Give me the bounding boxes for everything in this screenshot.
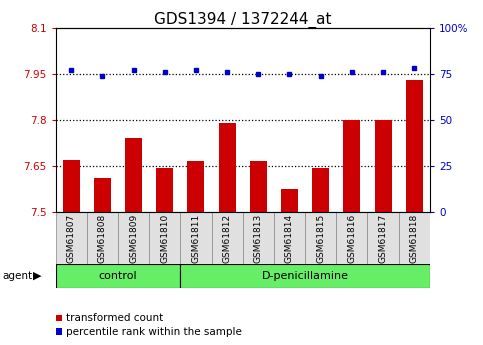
FancyBboxPatch shape bbox=[180, 212, 212, 264]
FancyBboxPatch shape bbox=[149, 212, 180, 264]
FancyBboxPatch shape bbox=[368, 212, 398, 264]
Text: transformed count: transformed count bbox=[66, 313, 163, 323]
Bar bbox=[406, 80, 423, 212]
FancyBboxPatch shape bbox=[305, 212, 336, 264]
Bar bbox=[156, 168, 173, 212]
FancyBboxPatch shape bbox=[118, 212, 149, 264]
Text: GSM61812: GSM61812 bbox=[223, 214, 232, 263]
Text: GSM61811: GSM61811 bbox=[191, 214, 200, 263]
Bar bbox=[187, 161, 204, 212]
Bar bbox=[312, 168, 329, 212]
Text: percentile rank within the sample: percentile rank within the sample bbox=[66, 327, 242, 337]
Bar bbox=[343, 120, 360, 212]
Text: GSM61814: GSM61814 bbox=[285, 214, 294, 263]
FancyBboxPatch shape bbox=[398, 212, 430, 264]
Text: GSM61817: GSM61817 bbox=[379, 214, 387, 263]
Bar bbox=[125, 138, 142, 212]
Bar bbox=[250, 161, 267, 212]
FancyBboxPatch shape bbox=[274, 212, 305, 264]
Text: agent: agent bbox=[2, 271, 32, 281]
Bar bbox=[374, 120, 392, 212]
Text: GSM61807: GSM61807 bbox=[67, 214, 76, 263]
Text: GSM61815: GSM61815 bbox=[316, 214, 325, 263]
Bar bbox=[218, 123, 236, 212]
FancyBboxPatch shape bbox=[87, 212, 118, 264]
FancyBboxPatch shape bbox=[56, 264, 180, 288]
Text: GSM61813: GSM61813 bbox=[254, 214, 263, 263]
FancyBboxPatch shape bbox=[212, 212, 242, 264]
Text: control: control bbox=[99, 271, 137, 281]
FancyBboxPatch shape bbox=[336, 212, 368, 264]
Bar bbox=[63, 160, 80, 212]
Text: GSM61810: GSM61810 bbox=[160, 214, 169, 263]
Text: D-penicillamine: D-penicillamine bbox=[262, 271, 349, 281]
Text: GSM61818: GSM61818 bbox=[410, 214, 419, 263]
FancyBboxPatch shape bbox=[180, 264, 430, 288]
Text: GSM61808: GSM61808 bbox=[98, 214, 107, 263]
Bar bbox=[94, 178, 111, 212]
FancyBboxPatch shape bbox=[242, 212, 274, 264]
Bar bbox=[281, 189, 298, 212]
FancyBboxPatch shape bbox=[56, 212, 87, 264]
Title: GDS1394 / 1372244_at: GDS1394 / 1372244_at bbox=[154, 11, 331, 28]
Text: GSM61809: GSM61809 bbox=[129, 214, 138, 263]
Text: ▶: ▶ bbox=[33, 271, 42, 281]
Text: GSM61816: GSM61816 bbox=[347, 214, 356, 263]
